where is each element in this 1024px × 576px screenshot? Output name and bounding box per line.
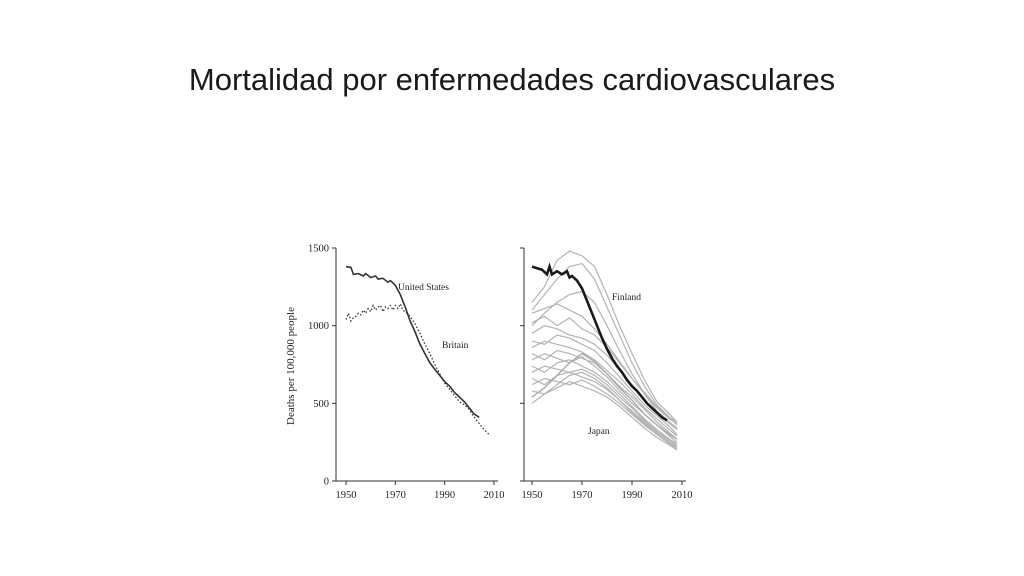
country-line-7 xyxy=(531,359,678,445)
series-line-japan xyxy=(531,352,678,440)
label-finland: Finland xyxy=(612,293,641,303)
right-panel: 1950 1970 1990 2010 Finland Japan xyxy=(520,247,693,501)
series-line-britain xyxy=(345,302,490,435)
series-line-finland xyxy=(531,262,668,422)
ytick-label-500: 500 xyxy=(313,399,329,410)
left-xtick-label-1990: 1990 xyxy=(434,490,455,501)
label-britain: Britain xyxy=(442,341,469,351)
country-line-14 xyxy=(531,262,678,426)
country-line-0 xyxy=(531,303,678,425)
country-line-4 xyxy=(531,340,678,437)
right-xtick-label-1970: 1970 xyxy=(572,490,593,501)
label-united-states: United States xyxy=(398,283,449,293)
country-line-11 xyxy=(531,380,678,451)
left-xtick-label-1950: 1950 xyxy=(336,490,357,501)
ytick-label-1000: 1000 xyxy=(308,321,329,332)
y-axis-label: Deaths per 100,000 people xyxy=(285,307,297,425)
series-line-united-states xyxy=(345,265,480,418)
ytick-label-0: 0 xyxy=(324,477,329,488)
country-line-5 xyxy=(531,349,678,440)
country-line-3 xyxy=(531,334,678,435)
cardiovascular-mortality-figure: Deaths per 100,000 people 0 500 1000 1500 1… xyxy=(285,244,693,502)
right-xtick-label-2010: 2010 xyxy=(672,490,693,501)
left-panel: Deaths per 100,000 people 0 500 1000 1500 1… xyxy=(285,244,505,502)
ytick-label-1500: 1500 xyxy=(308,244,329,255)
left-xtick-label-2010: 2010 xyxy=(484,490,505,501)
right-xtick-label-1990: 1990 xyxy=(622,490,643,501)
country-line-8 xyxy=(531,365,678,446)
country-line-13 xyxy=(531,250,678,423)
label-japan: Japan xyxy=(588,427,610,437)
country-line-12 xyxy=(531,371,678,449)
left-xtick-label-1970: 1970 xyxy=(385,490,406,501)
slide-title: Mortalidad por enfermedades cardiovascul… xyxy=(188,62,836,97)
right-xtick-label-1950: 1950 xyxy=(522,490,543,501)
